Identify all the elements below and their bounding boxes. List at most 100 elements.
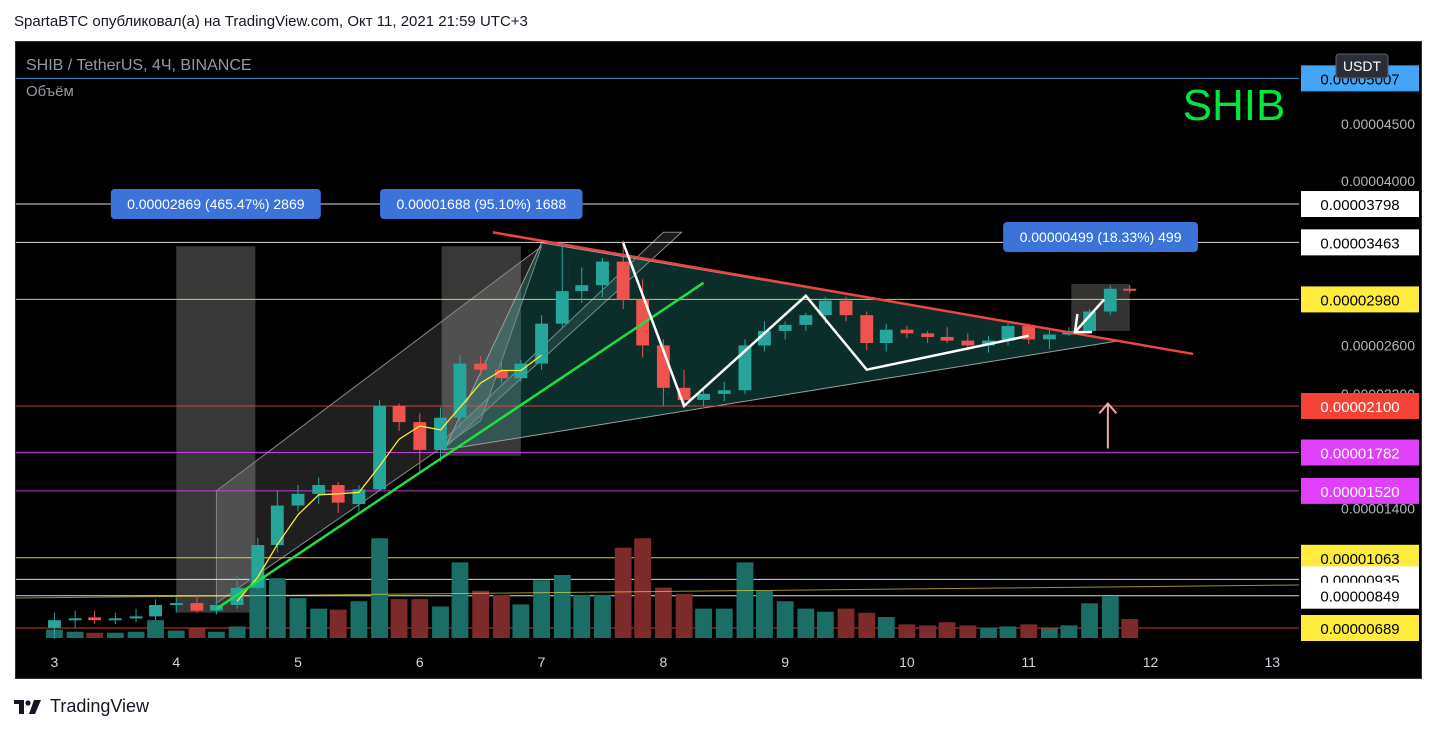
volume-bar-23: [492, 594, 510, 638]
measure-label-1: 0.00002869 (465.47%) 2869: [127, 196, 305, 212]
candle-body-42: [879, 329, 893, 344]
volume-bar-49: [1020, 624, 1038, 638]
measure-box-3: [1071, 284, 1130, 331]
y-tick-1: 0.00004500: [1341, 116, 1415, 132]
candle-body-26: [555, 291, 569, 324]
publication-header: SpartaBTC опубликовал(а) на TradingView.…: [14, 13, 528, 30]
candle-body-27: [575, 285, 589, 292]
candle-body-4: [108, 618, 122, 621]
volume-bar-14: [310, 608, 328, 638]
volume-bar-22: [472, 590, 490, 638]
candle-body-25: [535, 323, 548, 364]
volume-bar-32: [675, 593, 693, 638]
candlestick-chart[interactable]: 0.00002869 (465.47%) 2869 0.00001688 (95.…: [16, 42, 1422, 679]
candle-body-22: [474, 363, 488, 370]
volume-bar-29: [614, 547, 632, 638]
candle-body-45: [940, 336, 954, 341]
candle-body-44: [921, 333, 935, 337]
price-tag-6: 0.00001782: [1320, 446, 1399, 463]
candle-body-18: [392, 406, 406, 423]
candle-body-3: [88, 617, 102, 621]
volume-bar-16: [350, 601, 368, 638]
measure-label-2: 0.00001688 (95.10%) 1688: [396, 196, 566, 212]
measure-label-bg-1: [110, 189, 321, 219]
volume-bar-52: [1081, 603, 1099, 638]
volume-bar-6: [147, 620, 164, 638]
measure-box-2: [441, 246, 521, 456]
volume-bar-47: [980, 627, 997, 638]
volume-bar-54: [1121, 619, 1139, 638]
candle-body-35: [738, 345, 752, 391]
pink-arrow-head: [1098, 402, 1118, 414]
tradingview-logo-icon: [14, 699, 41, 714]
support-trendline: [215, 281, 705, 610]
volume-bar-40: [837, 608, 855, 638]
y-tick-3: 0.00002600: [1341, 337, 1415, 353]
price-tag-7: 0.00001520: [1320, 484, 1399, 501]
candle-body-19: [413, 422, 427, 450]
candle-body-39: [818, 300, 832, 316]
x-tick-5: 5: [294, 654, 302, 670]
candle-body-20: [434, 417, 447, 450]
price-tag-bg-5: [1301, 393, 1419, 419]
candle-body-7: [169, 603, 183, 606]
resistance-trendline: [492, 231, 1194, 356]
volume-bar-13: [289, 598, 307, 638]
price-tag-10: 0.00000849: [1320, 589, 1399, 606]
volume-bar-43: [898, 624, 916, 638]
volume-bar-5: [127, 631, 145, 638]
volume-bar-15: [329, 609, 347, 638]
volume-bar-38: [797, 608, 815, 638]
y-tick-5: 0.00001400: [1341, 500, 1415, 516]
price-tag-8: 0.00001063: [1320, 551, 1399, 568]
price-tag-bg-2: [1301, 191, 1419, 218]
x-tick-11: 11: [1021, 654, 1036, 670]
candle-body-53: [1103, 288, 1117, 312]
zigzag-path: [621, 242, 1029, 409]
candle-body-1: [48, 620, 61, 628]
volume-bar-46: [959, 625, 977, 638]
volume-bar-51: [1060, 625, 1078, 638]
volume-bar-34: [715, 608, 733, 638]
measure-label-bg-3: [1003, 222, 1198, 252]
price-tag-4: 0.00002980: [1320, 292, 1399, 309]
x-tick-8: 8: [659, 654, 667, 670]
moving-average-line: [236, 354, 542, 602]
volume-bar-50: [1040, 628, 1058, 638]
candle-body-37: [778, 324, 792, 331]
price-tag-bg-4: [1301, 286, 1419, 313]
volume-bar-8: [188, 628, 206, 638]
candle-body-41: [860, 315, 874, 344]
currency-badge: USDT: [1343, 58, 1382, 74]
x-tick-9: 9: [781, 654, 789, 670]
candle-body-12: [270, 505, 284, 546]
volume-bar-37: [776, 601, 794, 638]
volume-bar-30: [634, 538, 652, 638]
currency-badge-bg: [1335, 53, 1389, 79]
volume-bar-42: [877, 617, 895, 638]
candle-body-21: [453, 363, 467, 418]
candle-body-54: [1123, 288, 1137, 291]
price-tag-3: 0.00003463: [1320, 235, 1399, 252]
candle-body-17: [373, 406, 387, 490]
volume-bar-12: [268, 578, 286, 638]
x-tick-7: 7: [538, 654, 546, 670]
candle-body-52: [1083, 311, 1097, 331]
x-tick-10: 10: [899, 654, 915, 670]
volume-bar-36: [756, 590, 773, 638]
volume-bar-24: [512, 604, 530, 638]
volume-bar-18: [390, 599, 408, 638]
volume-bar-53: [1101, 596, 1119, 638]
volume-bar-41: [858, 612, 876, 638]
white-arrow-shaft: [1074, 298, 1106, 333]
volume-bar-28: [594, 594, 611, 638]
volume-bar-21: [451, 562, 469, 638]
x-tick-3: 3: [51, 654, 59, 670]
volume-bar-4: [106, 632, 124, 638]
candle-body-50: [1042, 334, 1056, 340]
volume-bar-2: [66, 631, 84, 638]
chart-panel[interactable]: 0.00002869 (465.47%) 2869 0.00001688 (95.…: [15, 41, 1422, 679]
volume-bar-27: [573, 594, 591, 638]
white-arrow-head: [1073, 313, 1093, 334]
volume-bar-25: [533, 580, 550, 638]
